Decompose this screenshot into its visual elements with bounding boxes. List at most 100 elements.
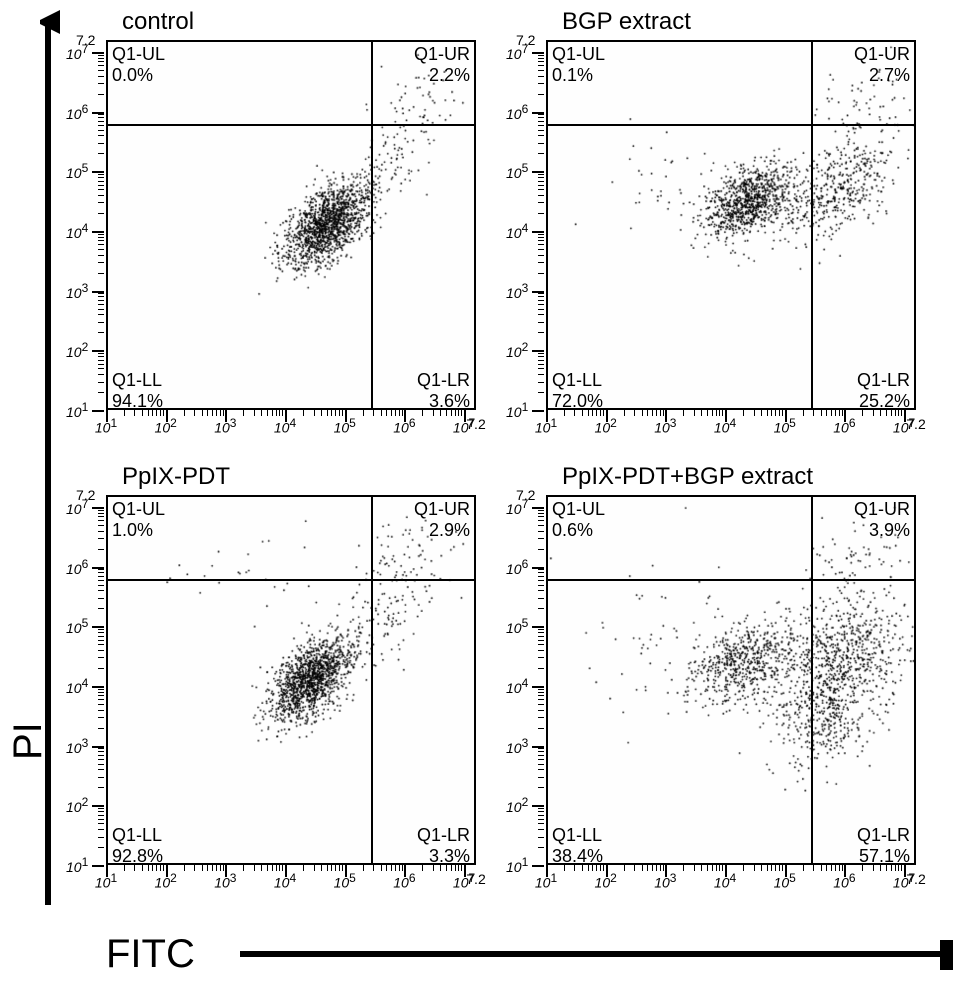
x-ticks: 1011021031041051061077.2	[546, 865, 916, 883]
tick-label: 102	[155, 416, 177, 436]
y-ticks: 1011021031041051061077.2	[86, 495, 104, 865]
panel-bgp: BGP extract 1011021031041051061077.2 Q1-UL…	[500, 0, 930, 445]
tick-label: 101	[535, 871, 557, 891]
tick-label: 104	[714, 871, 736, 891]
tick-label-end: 7.2	[516, 32, 535, 48]
y-axis: PI	[12, 0, 58, 920]
tick-label: 103	[66, 281, 88, 301]
panel-ppix: PpIX-PDT1011021031041051061077.2Q1-UL1.0…	[60, 455, 490, 900]
tick-label: 102	[595, 871, 617, 891]
tick-label: 105	[774, 416, 796, 436]
tick-label: 106	[506, 102, 528, 122]
quadrant-label-ll: Q1-LL72.0%	[552, 370, 603, 411]
tick-label-end: 7.2	[906, 416, 925, 432]
x-axis-arrow	[240, 940, 953, 970]
scatter-canvas	[548, 42, 914, 408]
x-ticks: 1011021031041051061077.2	[106, 865, 476, 883]
quadrant-label-lr: Q1-LR25.2%	[857, 370, 910, 411]
scatter-canvas	[108, 42, 474, 408]
tick-label: 104	[274, 871, 296, 891]
tick-label: 106	[506, 557, 528, 577]
tick-label: 105	[774, 871, 796, 891]
quadrant-label-ul: Q1-UL0.1%	[552, 44, 605, 85]
tick-label: 101	[535, 416, 557, 436]
plot-area: Q1-UL1.0% Q1-UR2.9% Q1-LL92.8% Q1-LR3.3%	[106, 495, 476, 865]
x-ticks: 1011021031041051061077.2	[106, 410, 476, 428]
tick-label-end: 7.2	[76, 32, 95, 48]
tick-label: 104	[66, 676, 88, 696]
quadrant-label-ll: Q1-LL94.1%	[112, 370, 163, 411]
quadrant-label-ur: Q1-UR2.2%	[414, 44, 470, 85]
panel-grid: control 1011021031041051061077.2 Q1-UL0.0%…	[60, 0, 930, 900]
tick-label: 105	[506, 161, 528, 181]
tick-label-end: 7.2	[516, 487, 535, 503]
tick-label: 106	[66, 557, 88, 577]
tick-label: 104	[274, 416, 296, 436]
panel-title: BGP extract	[562, 8, 691, 36]
tick-label: 101	[95, 871, 117, 891]
x-ticks: 1011021031041051061077.2	[546, 410, 916, 428]
panel-control: control 1011021031041051061077.2 Q1-UL0.0%…	[60, 0, 490, 445]
quadrant-label-ll: Q1-LL38.4%	[552, 825, 603, 866]
tick-label: 102	[66, 795, 88, 815]
y-axis-label: PI	[6, 722, 51, 760]
panel-title: PpIX-PDT+BGP extract	[562, 463, 813, 491]
quadrant-label-ul: Q1-UL0.0%	[112, 44, 165, 85]
tick-label: 102	[506, 340, 528, 360]
tick-label: 105	[506, 616, 528, 636]
tick-label-end: 7.2	[466, 871, 485, 887]
tick-label: 106	[393, 416, 415, 436]
quadrant-label-ul: Q1-UL1.0%	[112, 499, 165, 540]
x-axis-label: FITC	[106, 932, 195, 977]
tick-label: 103	[214, 416, 236, 436]
tick-label: 102	[66, 340, 88, 360]
scatter-canvas	[108, 497, 474, 863]
tick-label: 104	[66, 221, 88, 241]
panel-title: PpIX-PDT	[122, 463, 230, 491]
tick-label: 103	[214, 871, 236, 891]
tick-label: 101	[95, 416, 117, 436]
quadrant-label-ul: Q1-UL0.6%	[552, 499, 605, 540]
quadrant-label-lr: Q1-LR3.3%	[417, 825, 470, 866]
tick-label: 102	[506, 795, 528, 815]
scatter-canvas	[548, 497, 914, 863]
tick-label-end: 7.2	[466, 416, 485, 432]
tick-label: 105	[66, 161, 88, 181]
y-ticks: 1011021031041051061077.2	[526, 495, 544, 865]
tick-label: 103	[506, 736, 528, 756]
tick-label: 106	[833, 416, 855, 436]
y-axis-arrow	[40, 10, 60, 915]
tick-label: 101	[506, 855, 528, 875]
tick-label: 102	[595, 416, 617, 436]
tick-label: 101	[506, 400, 528, 420]
quadrant-label-ur: Q1-UR2.9%	[414, 499, 470, 540]
quadrant-label-ur: Q1-UR2.7%	[854, 44, 910, 85]
tick-label: 104	[714, 416, 736, 436]
tick-label: 102	[155, 871, 177, 891]
tick-label: 103	[654, 871, 676, 891]
y-ticks: 1011021031041051061077.2	[526, 40, 544, 410]
quadrant-label-ur: Q1-UR3.9%	[854, 499, 910, 540]
tick-label: 103	[66, 736, 88, 756]
tick-label: 101	[66, 855, 88, 875]
tick-label: 105	[334, 416, 356, 436]
tick-label: 104	[506, 676, 528, 696]
tick-label: 106	[833, 871, 855, 891]
figure: control 1011021031041051061077.2 Q1-UL0.0%…	[60, 0, 930, 920]
tick-label-end: 7.2	[76, 487, 95, 503]
x-axis: FITC	[60, 920, 930, 990]
panel-combo: PpIX-PDT+BGP extract10110210310410510610…	[500, 455, 930, 900]
quadrant-label-lr: Q1-LR57.1%	[857, 825, 910, 866]
tick-label: 106	[66, 102, 88, 122]
plot-area: Q1-UL0.6% Q1-UR3.9% Q1-LL38.4% Q1-LR57.1%	[546, 495, 916, 865]
tick-label: 103	[654, 416, 676, 436]
tick-label: 106	[393, 871, 415, 891]
tick-label: 103	[506, 281, 528, 301]
panel-title: control	[122, 8, 194, 36]
quadrant-label-ll: Q1-LL92.8%	[112, 825, 163, 866]
tick-label: 104	[506, 221, 528, 241]
tick-label: 105	[66, 616, 88, 636]
tick-label-end: 7.2	[906, 871, 925, 887]
y-ticks: 1011021031041051061077.2	[86, 40, 104, 410]
tick-label: 105	[334, 871, 356, 891]
